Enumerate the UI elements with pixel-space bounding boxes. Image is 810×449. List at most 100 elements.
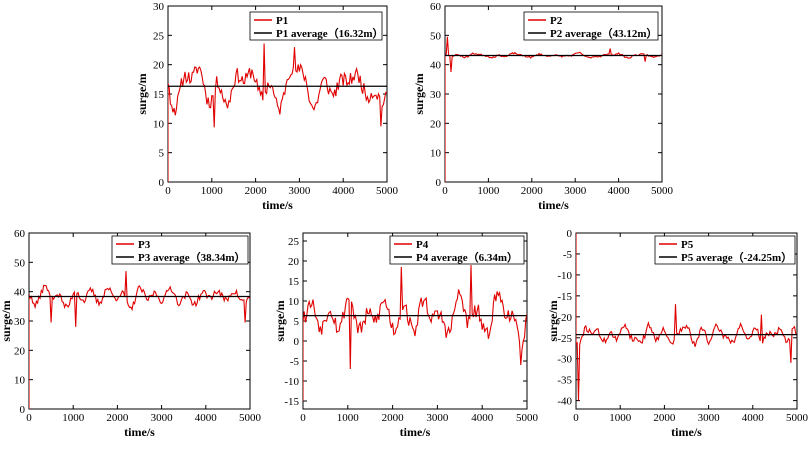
- x-tick-label: 4000: [742, 412, 765, 424]
- legend-entry: P3 average（38.34m）: [138, 251, 246, 264]
- chart-panel-p4: 0 1000 2000 3000 4000 5000 -15 -10 -5 0 5 10 15 20 25 t…: [273, 232, 539, 439]
- y-tick-label: -5: [290, 356, 300, 368]
- x-tick-label: 3000: [288, 185, 311, 197]
- y-tick-label: -30: [557, 354, 572, 366]
- series-line: [303, 264, 527, 401]
- y-tick-label: -20: [557, 312, 572, 324]
- y-tick-label: 40: [430, 60, 442, 72]
- series-line: [445, 36, 662, 182]
- y-tick-label: -35: [557, 375, 572, 387]
- chart-panel-p2: 0 1000 2000 3000 4000 5000 0 10 20 30 40 50 60 time/s…: [412, 1, 674, 212]
- y-tick-label: 10: [430, 148, 442, 160]
- x-tick-label: 5000: [376, 185, 399, 197]
- y-tick-label: 30: [14, 316, 26, 328]
- legend-entry: P4: [416, 239, 429, 251]
- x-axis-label: time/s: [671, 425, 702, 439]
- x-tick-label: 0: [300, 412, 306, 424]
- y-axis-label: surge/m: [0, 300, 13, 341]
- y-tick-label: 5: [159, 148, 165, 160]
- x-tick-label: 2000: [382, 412, 405, 424]
- y-tick-label: 5: [294, 316, 300, 328]
- x-tick-label: 4000: [332, 185, 355, 197]
- x-tick-label: 1000: [609, 412, 632, 424]
- x-tick-label: 2000: [521, 185, 544, 197]
- y-tick-label: 0: [20, 404, 26, 416]
- legend-box: [111, 235, 249, 265]
- x-tick-label: 0: [573, 412, 579, 424]
- y-tick-label: 10: [153, 118, 165, 130]
- x-tick-label: 4000: [195, 412, 218, 424]
- legend-entry: P4 average（6.34m）: [416, 251, 518, 264]
- y-axis-label: surge/m: [412, 73, 426, 114]
- y-tick-label: 0: [159, 177, 165, 189]
- series-line: [29, 271, 250, 409]
- y-tick-label: 25: [153, 30, 165, 42]
- legend-entry: P2: [550, 15, 563, 27]
- x-axis-label: time/s: [538, 198, 569, 212]
- x-axis-label: time/s: [124, 425, 155, 439]
- legend-box: [523, 11, 659, 41]
- x-tick-label: 4000: [608, 185, 631, 197]
- series-line: [168, 43, 387, 182]
- y-tick-label: 30: [153, 1, 165, 13]
- x-tick-label: 0: [442, 185, 448, 197]
- y-tick-label: -40: [557, 396, 572, 408]
- y-tick-label: 20: [430, 118, 442, 130]
- legend-box: [249, 11, 383, 41]
- legend-box: [654, 235, 796, 265]
- x-tick-label: 2000: [245, 185, 268, 197]
- x-tick-label: 4000: [471, 412, 494, 424]
- y-tick-label: 20: [153, 60, 165, 72]
- y-tick-label: 50: [430, 30, 442, 42]
- chart-panel-p3: 0 1000 2000 3000 4000 5000 0 10 20 30 40 50 60 time/s…: [0, 228, 262, 439]
- x-tick-label: 5000: [516, 412, 539, 424]
- x-tick-label: 0: [26, 412, 32, 424]
- y-tick-label: 20: [14, 345, 26, 357]
- legend-entry: P3: [138, 239, 151, 251]
- legend-entry: P5 average（-24.25m）: [681, 251, 792, 264]
- y-tick-label: -10: [284, 376, 299, 388]
- legend-entry: P5: [681, 239, 694, 251]
- y-tick-label: 0: [436, 177, 442, 189]
- x-tick-label: 5000: [651, 185, 674, 197]
- x-axis-label: time/s: [262, 198, 293, 212]
- x-tick-label: 2000: [106, 412, 129, 424]
- y-tick-label: 60: [14, 228, 26, 240]
- y-tick-label: -5: [563, 249, 573, 261]
- legend-entry: P1 average（16.32m）: [276, 27, 384, 40]
- x-tick-label: 3000: [698, 412, 721, 424]
- y-tick-label: 15: [288, 276, 300, 288]
- x-tick-label: 5000: [786, 412, 809, 424]
- y-tick-label: 0: [567, 228, 573, 240]
- y-tick-label: 0: [294, 336, 300, 348]
- legend-entry: P1: [276, 15, 288, 27]
- x-tick-label: 3000: [151, 412, 174, 424]
- x-tick-label: 2000: [653, 412, 676, 424]
- chart-panel-p1: 0 1000 2000 3000 4000 5000 0 5 10 15 20 25 30 time/s s…: [135, 1, 399, 212]
- y-tick-label: -25: [557, 333, 572, 345]
- y-tick-label: 60: [430, 1, 442, 13]
- series-line: [576, 233, 797, 401]
- y-tick-label: -15: [284, 396, 299, 408]
- y-axis-label: surge/m: [273, 300, 287, 341]
- x-tick-label: 3000: [564, 185, 587, 197]
- y-tick-label: 20: [288, 256, 300, 268]
- y-tick-label: 40: [14, 287, 26, 299]
- y-tick-label: 10: [288, 296, 300, 308]
- x-tick-label: 3000: [426, 412, 449, 424]
- legend-entry: P2 average（43.12m）: [550, 27, 658, 40]
- x-tick-label: 0: [165, 185, 171, 197]
- x-tick-label: 1000: [337, 412, 360, 424]
- y-tick-label: -15: [557, 291, 572, 303]
- x-tick-label: 5000: [239, 412, 262, 424]
- y-tick-label: 30: [430, 89, 442, 101]
- chart-panel-p5: 0 1000 2000 3000 4000 5000 -40 -35 -30 -25 -20 -15 -…: [546, 228, 809, 439]
- legend-box: [389, 235, 525, 265]
- x-axis-label: time/s: [400, 425, 431, 439]
